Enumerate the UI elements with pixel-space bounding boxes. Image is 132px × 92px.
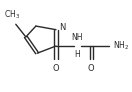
- Text: O: O: [53, 64, 59, 73]
- Text: N: N: [59, 23, 65, 32]
- Text: NH: NH: [72, 33, 83, 42]
- Text: CH$_3$: CH$_3$: [4, 8, 20, 21]
- Text: H: H: [74, 50, 80, 59]
- Text: O: O: [88, 64, 95, 73]
- Text: NH$_2$: NH$_2$: [113, 40, 129, 52]
